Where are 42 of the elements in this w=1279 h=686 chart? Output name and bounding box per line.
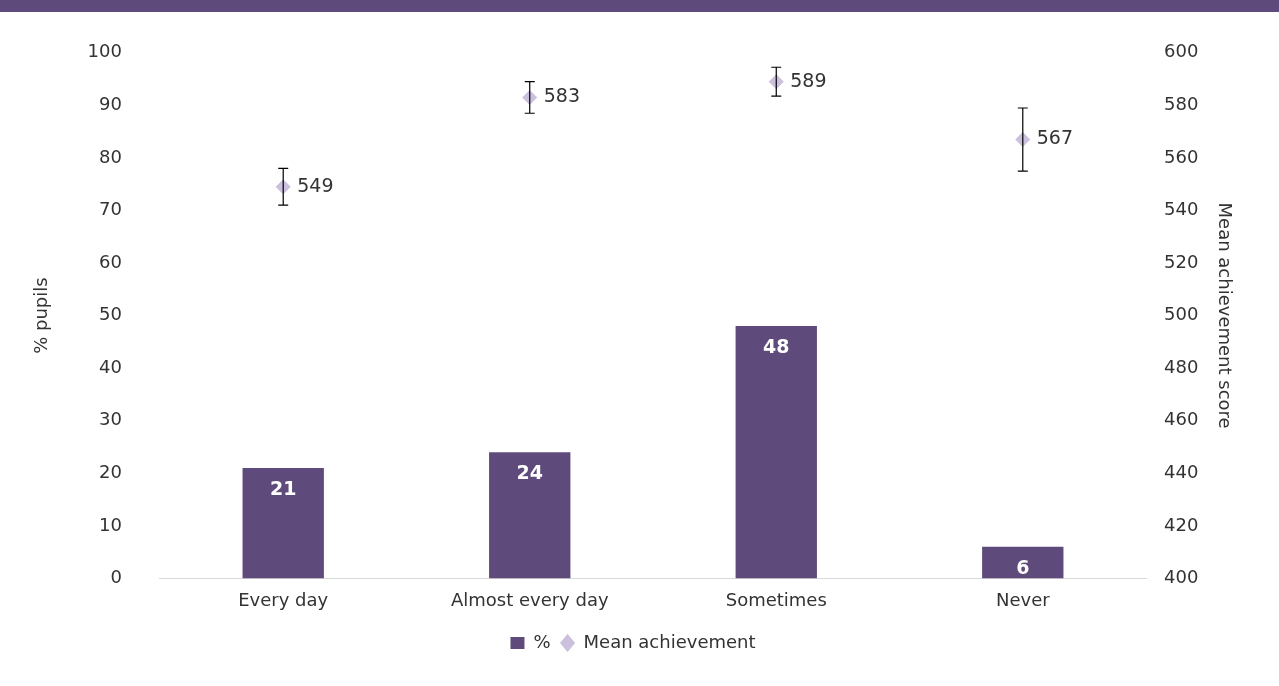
data-label: 24 xyxy=(516,461,543,484)
x-tick-label: Every day xyxy=(238,588,329,610)
legend-label: Mean achievement xyxy=(583,630,756,652)
y-tick-label: 60 xyxy=(99,250,122,272)
y-tick-label: 90 xyxy=(99,93,122,115)
y2-tick-label: 580 xyxy=(1164,93,1199,115)
y-tick-label: 80 xyxy=(99,145,122,167)
y2-tick-label: 480 xyxy=(1164,355,1199,377)
y-tick-label: 100 xyxy=(87,40,122,62)
x-tick-label: Sometimes xyxy=(725,588,827,610)
data-label: 549 xyxy=(297,173,334,196)
y-tick-label: 20 xyxy=(99,460,122,482)
legend-label: % xyxy=(533,630,551,652)
data-label: 6 xyxy=(1016,555,1030,578)
y2-tick-label: 500 xyxy=(1164,303,1199,325)
bar xyxy=(735,326,817,579)
x-tick-label: Never xyxy=(995,588,1051,610)
y2-tick-label: 420 xyxy=(1164,513,1199,535)
y-tick-label: 0 xyxy=(110,566,122,588)
bar xyxy=(489,452,571,579)
y-tick-label: 50 xyxy=(99,303,122,325)
data-label: 589 xyxy=(790,68,827,91)
y-tick-label: 30 xyxy=(99,408,122,430)
y2-tick-label: 460 xyxy=(1164,408,1199,430)
bar xyxy=(982,546,1064,579)
y2-tick-label: 600 xyxy=(1164,40,1199,62)
y2-tick-label: 440 xyxy=(1164,460,1199,482)
y-axis-title: % pupils xyxy=(30,277,52,354)
data-label: 567 xyxy=(1036,126,1074,149)
y-tick-label: 70 xyxy=(99,198,122,220)
y-tick-label: 10 xyxy=(99,513,122,535)
y-tick-label: 40 xyxy=(99,355,122,377)
y2-tick-label: 520 xyxy=(1164,250,1199,272)
y2-tick-label: 540 xyxy=(1164,198,1199,220)
y2-axis-title: Mean achievement score xyxy=(1214,202,1236,429)
bar xyxy=(242,468,324,579)
data-label: 48 xyxy=(763,335,790,358)
y2-tick-label: 560 xyxy=(1164,145,1199,167)
x-tick-label: Almost every day xyxy=(450,588,609,610)
y2-tick-label: 400 xyxy=(1164,566,1199,588)
data-label: 583 xyxy=(543,84,580,107)
data-label: 21 xyxy=(269,476,297,499)
